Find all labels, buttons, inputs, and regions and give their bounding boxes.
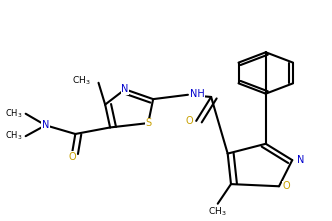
Text: N: N [121,84,129,94]
Text: CH$_3$: CH$_3$ [72,74,90,87]
Text: O: O [282,181,290,191]
Text: O: O [68,152,76,162]
Text: CH$_3$: CH$_3$ [5,107,22,120]
Text: O: O [185,116,193,126]
Text: NH: NH [190,89,204,99]
Text: N: N [297,155,304,165]
Text: S: S [145,118,151,128]
Text: CH$_3$: CH$_3$ [5,130,22,142]
Text: CH$_3$: CH$_3$ [208,206,227,218]
Text: N: N [42,120,49,130]
